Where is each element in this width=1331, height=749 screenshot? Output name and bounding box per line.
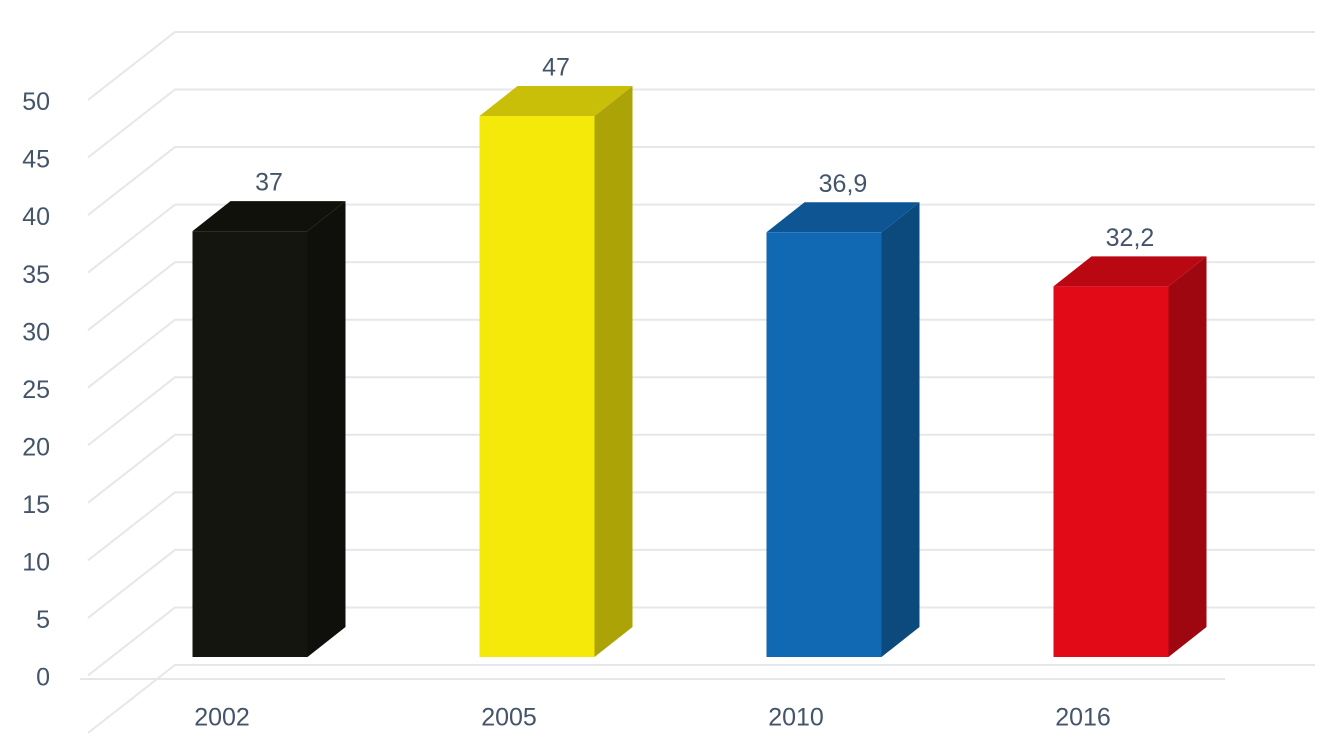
grid-line [87, 146, 1315, 216]
y-tick-label: 30 [22, 318, 50, 346]
x-tick-label: 2002 [194, 704, 250, 732]
grid-line [87, 318, 1315, 389]
y-tick-label: 40 [22, 203, 50, 231]
grid-line [87, 433, 1315, 504]
y-tick-label: 15 [22, 491, 50, 519]
grid-line [87, 203, 1315, 274]
bar-top [1053, 256, 1207, 287]
wall-edge [87, 30, 1315, 101]
y-tick-label: 35 [22, 261, 50, 289]
y-tick-label: 5 [36, 606, 50, 634]
grid-line [87, 548, 1315, 619]
grid-line [87, 261, 1315, 331]
y-tick-label: 20 [22, 433, 50, 461]
bar-side [1168, 256, 1207, 657]
bar-top [192, 201, 346, 232]
value-label: 36,9 [819, 170, 868, 198]
grid-line [87, 664, 1315, 734]
bar-side [881, 202, 920, 657]
bar [1053, 286, 1169, 657]
value-label: 32,2 [1106, 224, 1155, 252]
bar-side [594, 86, 633, 657]
value-label: 37 [255, 169, 283, 197]
bar-side [307, 201, 346, 657]
y-tick-label: 50 [22, 88, 50, 116]
grid-line [87, 88, 1315, 159]
y-tick-label: 10 [22, 549, 50, 577]
x-tick-label: 2005 [481, 704, 537, 732]
bar-top [766, 202, 920, 233]
x-tick-label: 2010 [768, 704, 824, 732]
y-tick-label: 25 [22, 376, 50, 404]
y-tick-label: 0 [36, 664, 50, 692]
bar-top [479, 86, 633, 117]
grid-line [87, 606, 1315, 677]
bar [192, 231, 308, 657]
grid-line [87, 491, 1315, 562]
y-tick-label: 45 [22, 146, 50, 174]
bar [766, 232, 882, 657]
grid-line [87, 376, 1315, 447]
x-tick-label: 2016 [1055, 704, 1111, 732]
bar [479, 116, 595, 657]
value-label: 47 [542, 54, 570, 82]
